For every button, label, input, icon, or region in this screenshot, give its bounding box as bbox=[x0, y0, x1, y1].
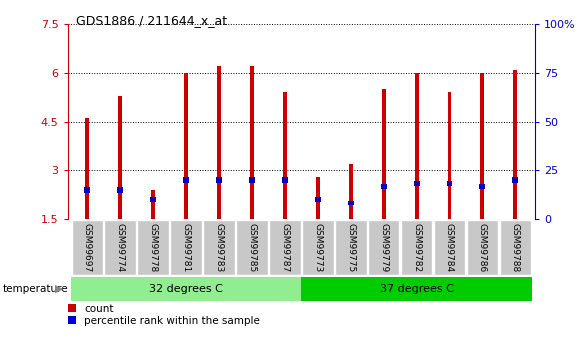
Bar bbox=[446, 181, 452, 186]
Text: GSM99778: GSM99778 bbox=[149, 223, 158, 272]
FancyBboxPatch shape bbox=[203, 220, 235, 275]
Text: 32 degrees C: 32 degrees C bbox=[149, 284, 223, 294]
Bar bbox=[282, 177, 288, 183]
FancyBboxPatch shape bbox=[269, 220, 300, 275]
Text: GSM99775: GSM99775 bbox=[346, 223, 355, 272]
FancyBboxPatch shape bbox=[138, 220, 169, 275]
FancyBboxPatch shape bbox=[467, 220, 498, 275]
Bar bbox=[85, 187, 91, 193]
Legend: count, percentile rank within the sample: count, percentile rank within the sample bbox=[68, 304, 260, 326]
Text: GSM99781: GSM99781 bbox=[182, 223, 191, 272]
Text: 37 degrees C: 37 degrees C bbox=[380, 284, 453, 294]
Bar bbox=[316, 177, 320, 219]
Bar bbox=[85, 118, 89, 219]
Text: GSM99786: GSM99786 bbox=[478, 223, 487, 272]
Bar bbox=[151, 197, 156, 202]
Text: GSM99779: GSM99779 bbox=[379, 223, 388, 272]
FancyBboxPatch shape bbox=[401, 220, 432, 275]
FancyBboxPatch shape bbox=[434, 220, 465, 275]
Bar bbox=[415, 73, 419, 219]
Bar bbox=[151, 190, 155, 219]
Bar bbox=[513, 70, 517, 219]
Bar bbox=[216, 177, 222, 183]
Bar bbox=[479, 184, 485, 189]
Text: GDS1886 / 211644_x_at: GDS1886 / 211644_x_at bbox=[76, 14, 228, 27]
Bar bbox=[283, 92, 287, 219]
Text: GSM99774: GSM99774 bbox=[116, 223, 125, 272]
Bar bbox=[315, 197, 321, 202]
Text: GSM99784: GSM99784 bbox=[445, 223, 454, 272]
FancyBboxPatch shape bbox=[368, 220, 399, 275]
Bar bbox=[382, 89, 386, 219]
FancyBboxPatch shape bbox=[171, 220, 202, 275]
Bar bbox=[250, 66, 254, 219]
FancyBboxPatch shape bbox=[302, 277, 532, 300]
Bar bbox=[183, 177, 189, 183]
Bar bbox=[349, 164, 353, 219]
Bar bbox=[249, 177, 255, 183]
Text: ▶: ▶ bbox=[55, 284, 64, 294]
Bar bbox=[118, 187, 123, 193]
FancyBboxPatch shape bbox=[500, 220, 531, 275]
Bar bbox=[380, 184, 387, 189]
FancyBboxPatch shape bbox=[71, 277, 302, 300]
Bar bbox=[348, 201, 354, 205]
Text: GSM99697: GSM99697 bbox=[83, 223, 92, 272]
FancyBboxPatch shape bbox=[72, 220, 103, 275]
Bar bbox=[118, 96, 122, 219]
Text: GSM99782: GSM99782 bbox=[412, 223, 421, 272]
Text: GSM99773: GSM99773 bbox=[313, 223, 322, 272]
Bar bbox=[480, 73, 485, 219]
FancyBboxPatch shape bbox=[335, 220, 366, 275]
Text: GSM99788: GSM99788 bbox=[511, 223, 520, 272]
Bar bbox=[217, 66, 221, 219]
Text: GSM99787: GSM99787 bbox=[280, 223, 289, 272]
Text: GSM99783: GSM99783 bbox=[215, 223, 223, 272]
Bar bbox=[447, 92, 452, 219]
Text: GSM99785: GSM99785 bbox=[248, 223, 256, 272]
FancyBboxPatch shape bbox=[105, 220, 136, 275]
Bar bbox=[512, 177, 518, 183]
FancyBboxPatch shape bbox=[302, 220, 333, 275]
Text: temperature: temperature bbox=[3, 284, 69, 294]
Bar bbox=[184, 73, 188, 219]
Bar bbox=[413, 181, 419, 186]
FancyBboxPatch shape bbox=[236, 220, 268, 275]
